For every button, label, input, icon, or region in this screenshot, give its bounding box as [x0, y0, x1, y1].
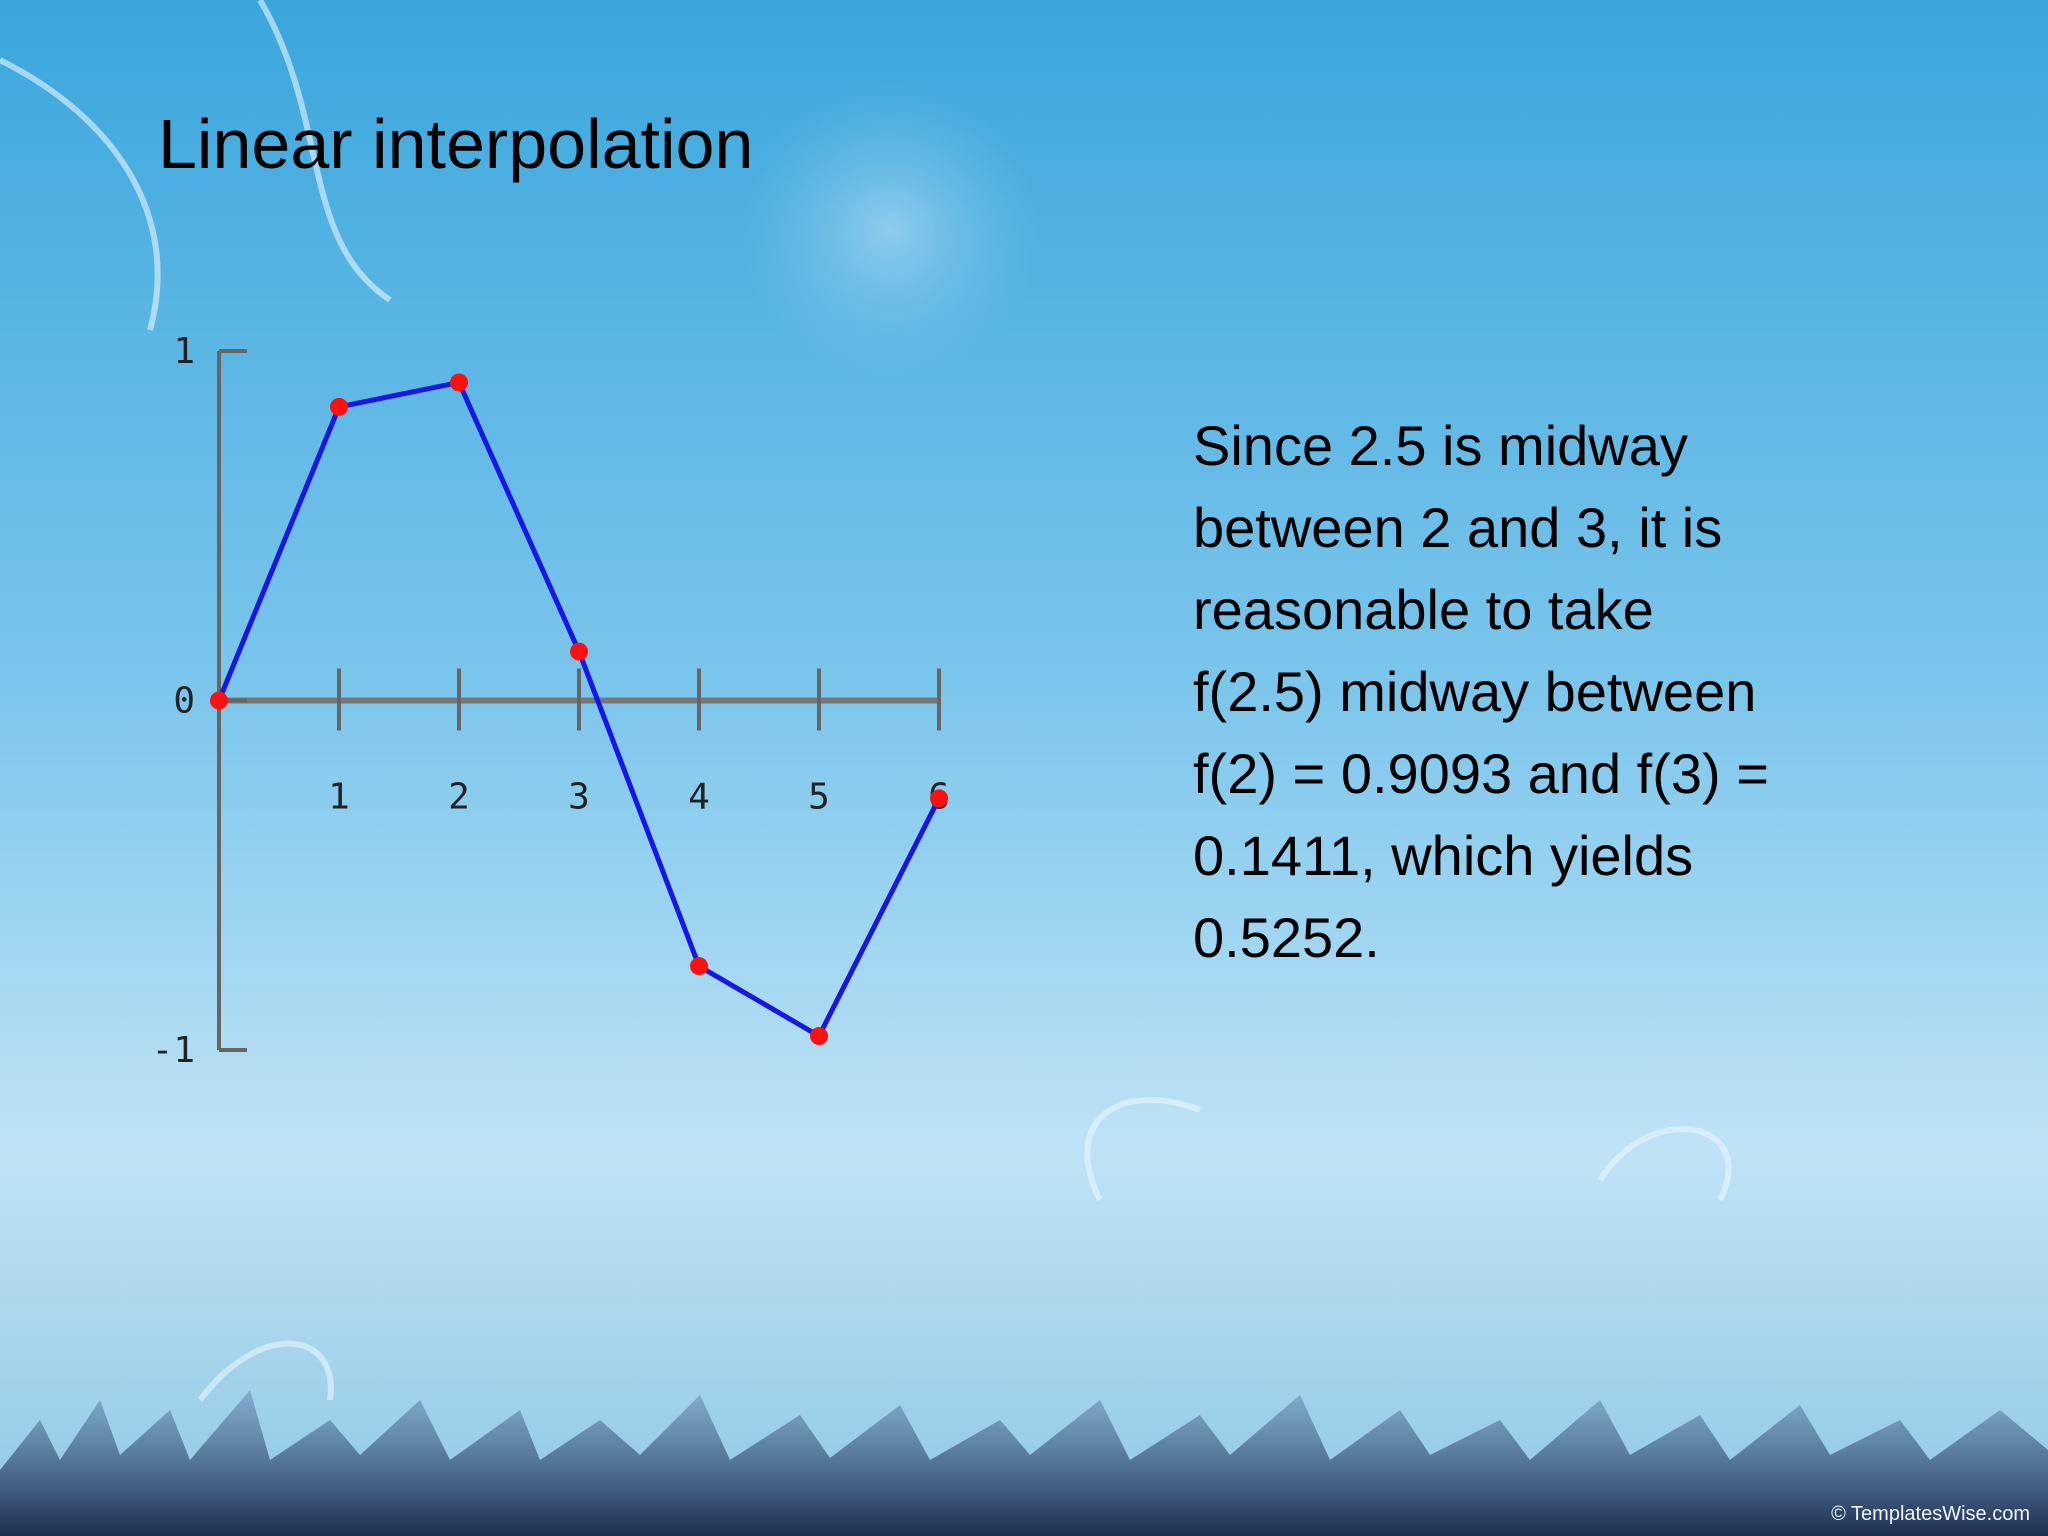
data-point: [450, 373, 468, 392]
data-point: [690, 957, 708, 976]
y-tick-label: -1: [152, 1030, 195, 1071]
body-line: Since 2.5 is midway: [1193, 414, 1688, 477]
body-line: 0.5252.: [1193, 906, 1380, 969]
footer: © TemplatesWise.com: [1831, 1503, 2030, 1525]
body-text: Since 2.5 is midway between 2 and 3, it i…: [1193, 414, 1769, 969]
body-line: reasonable to take: [1193, 578, 1654, 641]
grass: [0, 1390, 2048, 1536]
data-point: [210, 691, 228, 710]
y-tick-label: 1: [173, 331, 195, 372]
body-line: f(2) = 0.9093 and f(3) =: [1193, 742, 1769, 805]
data-point: [930, 789, 948, 808]
body-line: f(2.5) midway between: [1193, 660, 1756, 723]
y-tick-label: 0: [173, 681, 195, 722]
x-tick-label: 2: [448, 777, 470, 818]
body-line: 0.1411, which yields: [1193, 824, 1693, 887]
decoration: [0, 0, 1732, 1402]
x-tick-label: 1: [328, 777, 350, 818]
moon: [740, 80, 1040, 380]
data-point: [810, 1027, 828, 1046]
chart: -101123456: [152, 331, 950, 1071]
data-point: [570, 642, 588, 661]
data-point: [330, 397, 348, 416]
body-line: between 2 and 3, it is: [1193, 496, 1722, 559]
x-tick-label: 5: [808, 777, 830, 818]
x-tick-label: 3: [568, 777, 590, 818]
slide-title: Linear interpolation: [158, 105, 753, 183]
x-tick-label: 4: [688, 777, 710, 818]
